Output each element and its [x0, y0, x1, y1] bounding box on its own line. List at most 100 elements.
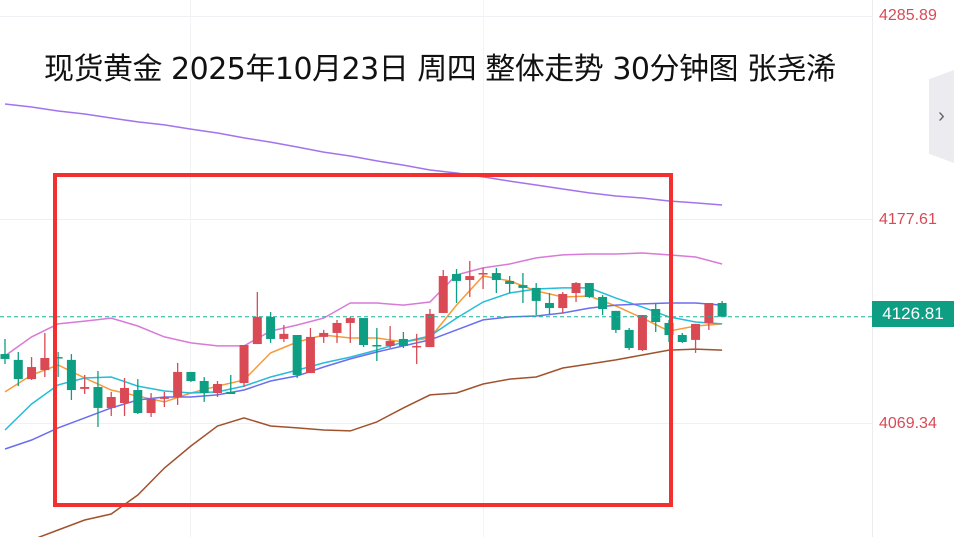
candle: [372, 328, 382, 362]
candle-body: [252, 316, 262, 345]
candle-body: [598, 296, 608, 310]
candle: [558, 292, 568, 313]
candle-body: [438, 276, 448, 313]
candle-body: [120, 387, 130, 404]
candle-body: [173, 371, 183, 398]
candle: [173, 362, 183, 405]
candle-body: [491, 273, 501, 280]
candle: [544, 292, 554, 316]
y-tick-label: 4285.89: [879, 7, 937, 24]
candle: [518, 273, 528, 303]
candle-body: [146, 398, 156, 414]
candle: [691, 323, 701, 353]
candle-body: [505, 280, 515, 284]
candle: [40, 332, 50, 378]
candle: [677, 332, 687, 343]
candle-body: [292, 335, 302, 375]
candle: [624, 328, 634, 351]
chart-title: 现货黄金 2025年10月23日 周四 整体走势 30分钟图 张尧浠: [44, 52, 836, 87]
candle: [66, 354, 76, 401]
candle-body: [159, 397, 169, 399]
candle-body: [571, 283, 581, 293]
candle-body: [717, 302, 727, 317]
candle-body: [624, 329, 634, 349]
candle-body: [305, 336, 315, 374]
candle-body: [279, 333, 289, 339]
candle-body: [66, 359, 76, 391]
candle: [212, 380, 222, 398]
candle: [106, 391, 116, 417]
candle: [0, 338, 10, 365]
candle: [425, 309, 435, 348]
candle: [93, 371, 103, 427]
candle-body: [398, 338, 408, 346]
candle: [412, 333, 422, 365]
candle: [491, 267, 501, 293]
candle: [279, 325, 289, 342]
candle-body: [425, 313, 435, 348]
last-price-tag: 4126.81: [872, 301, 954, 327]
candle: [319, 329, 329, 343]
highlight-box: [53, 173, 673, 507]
candle-body: [691, 323, 701, 340]
band-lower-line: [37, 348, 723, 537]
candle-body: [319, 332, 329, 337]
candle: [292, 335, 302, 378]
candle: [359, 318, 369, 348]
candle: [345, 316, 355, 343]
candle: [584, 283, 594, 299]
candle-body: [452, 273, 462, 281]
candle-body: [518, 285, 528, 288]
candle-body: [412, 345, 422, 348]
candle: [452, 269, 462, 303]
candle: [305, 328, 315, 374]
candle-body: [186, 371, 196, 381]
candle: [398, 331, 408, 349]
candle-body: [558, 293, 568, 309]
candle: [159, 391, 169, 407]
candle-body: [465, 276, 475, 280]
candle-body: [53, 357, 63, 359]
ma-longest-line: [4, 103, 723, 206]
candle-body: [544, 302, 554, 309]
y-tick-label: 4069.34: [879, 415, 937, 432]
candle-body: [704, 302, 714, 323]
candle: [438, 270, 448, 313]
candle-body: [531, 287, 541, 301]
candle: [717, 300, 727, 317]
candle: [478, 267, 488, 290]
candle: [651, 302, 661, 332]
candle-body: [226, 391, 236, 394]
band-upper-line: [4, 252, 723, 357]
candle: [239, 344, 249, 388]
candle: [505, 276, 515, 293]
candle: [252, 292, 262, 345]
candle: [332, 319, 342, 343]
candle: [226, 374, 236, 394]
candle-body: [199, 380, 209, 394]
candle: [120, 377, 130, 417]
candle: [13, 351, 23, 387]
candle-body: [359, 318, 369, 345]
candle-body: [13, 359, 23, 380]
candle-body: [106, 397, 116, 408]
candle: [611, 310, 621, 333]
candle-body: [345, 318, 355, 323]
candle-body: [266, 316, 276, 339]
candle: [199, 377, 209, 402]
candle: [571, 282, 581, 303]
candle-body: [133, 390, 143, 414]
candlestick-chart: [0, 0, 872, 537]
candle-body: [478, 273, 488, 275]
candle-body: [611, 310, 621, 330]
candle: [27, 357, 37, 381]
y-tick-label: 4177.61: [879, 211, 937, 228]
candle: [53, 351, 63, 378]
candle-body: [651, 309, 661, 323]
candle: [637, 315, 647, 352]
chevron-right-icon[interactable]: ›: [929, 70, 954, 163]
candle: [186, 371, 196, 382]
candle: [133, 379, 143, 414]
candle-body: [239, 344, 249, 384]
candle-body: [372, 344, 382, 347]
